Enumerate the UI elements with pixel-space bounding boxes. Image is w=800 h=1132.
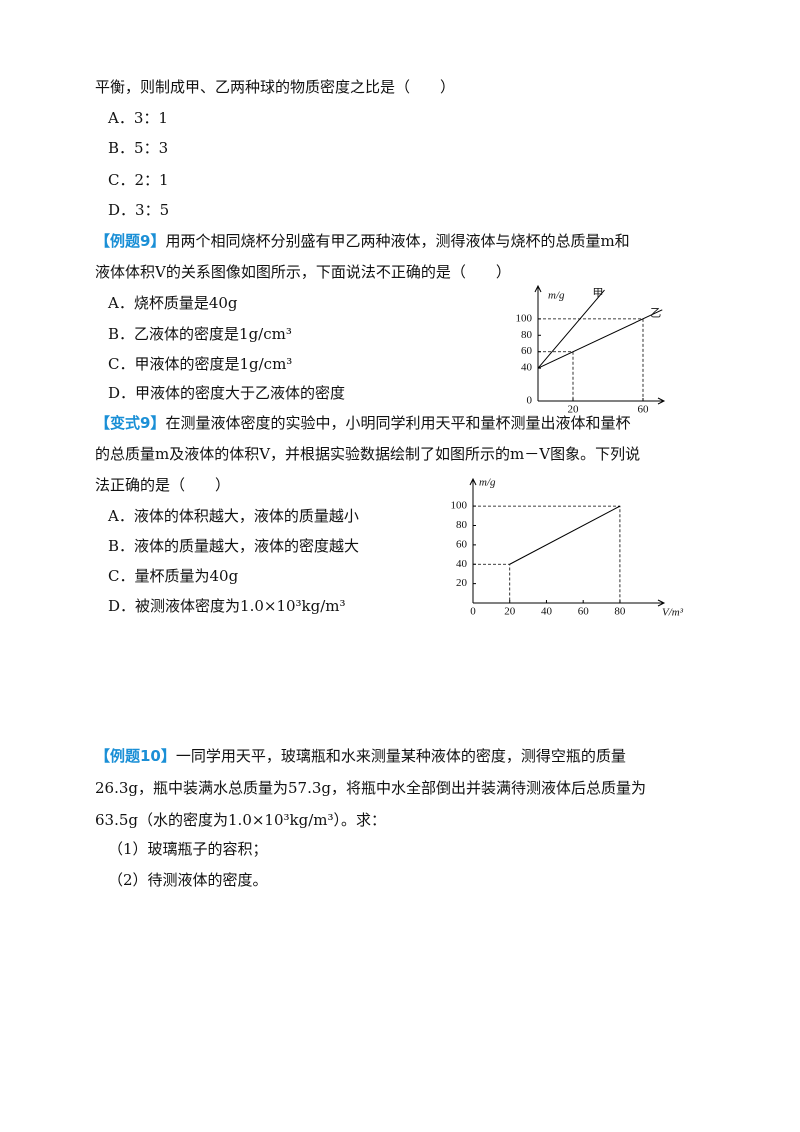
text-line: 26.3g，瓶中装满水总质量为57.3g，将瓶中水全部倒出并装满待测液体后总质量… — [95, 778, 646, 798]
guide-line — [538, 351, 574, 401]
text: D．甲液体的密度大于乙液体的密度 — [108, 384, 346, 402]
text-line: （1）玻璃瓶子的容积； — [108, 839, 268, 859]
text: B．5：3 — [108, 139, 169, 157]
text-line: C．2：1 — [108, 170, 169, 190]
guide-line — [538, 318, 644, 401]
text-line: B．液体的质量越大，液体的密度越大 — [108, 536, 359, 556]
series-line — [509, 505, 621, 565]
text: 63.5g（水的密度为1.0×10³kg/m³）。求： — [95, 811, 387, 829]
y-tick-label: 20 — [456, 577, 468, 589]
text: C．2：1 — [108, 171, 169, 189]
text: D．3：5 — [108, 201, 170, 219]
text-line: D．3：5 — [108, 200, 169, 220]
text-line: 【例题9】用两个相同烧杯分别盛有甲乙两种液体，测得液体与烧杯的总质量m和 — [95, 231, 630, 251]
y-tick-label: 80 — [456, 519, 468, 531]
series-line — [537, 309, 663, 369]
text-line: 法正确的是（ ） — [95, 475, 230, 495]
series-line — [537, 289, 605, 369]
x-tick-label: 20 — [568, 404, 580, 416]
x-tick-label: 80 — [614, 606, 626, 618]
x-tick-label: 20 — [504, 606, 516, 618]
axis-arrow — [657, 599, 666, 607]
text-line: 平衡，则制成甲、乙两种球的物质密度之比是（ ） — [95, 77, 455, 97]
text: A．烧杯质量是40g — [108, 294, 238, 312]
x-tick-label: 0 — [470, 606, 476, 618]
text-line: 63.5g（水的密度为1.0×10³kg/m³）。求： — [95, 810, 386, 830]
text: D．被测液体密度为1.0×10³kg/m³ — [108, 597, 346, 615]
text: 的总质量m及液体的体积V，并根据实验数据绘制了如图所示的m－V图象。下列说 — [95, 445, 641, 463]
y-axis-label: m/g — [479, 477, 496, 489]
axis-arrow — [469, 477, 477, 486]
y-tick-label: 80 — [521, 329, 533, 341]
x-tick-label: 40 — [541, 606, 553, 618]
example-tag: 【变式9】 — [95, 414, 166, 432]
text: 在测量液体密度的实验中，小明同学利用天平和量杯测量出液体和量杯 — [165, 414, 631, 432]
text-line: 【变式9】在测量液体密度的实验中，小明同学利用天平和量杯测量出液体和量杯 — [95, 413, 630, 433]
text-line: B．5：3 — [108, 138, 168, 158]
text-line: C．甲液体的密度是1g/cm³ — [108, 354, 292, 374]
y-tick-label: 100 — [516, 312, 533, 324]
text-line: C．量杯质量为40g — [108, 566, 238, 586]
text: A．3：1 — [108, 109, 168, 127]
text: 26.3g，瓶中装满水总质量为57.3g，将瓶中水全部倒出并装满待测液体后总质量… — [95, 779, 647, 797]
y-tick-label: 60 — [521, 345, 533, 357]
text-line: D．甲液体的密度大于乙液体的密度 — [108, 383, 345, 403]
text: A．液体的体积越大，液体的质量越小 — [108, 507, 359, 525]
text: （1）玻璃瓶子的容积； — [108, 840, 268, 858]
text-line: 的总质量m及液体的体积V，并根据实验数据绘制了如图所示的m－V图象。下列说 — [95, 444, 640, 464]
text: C．甲液体的密度是1g/cm³ — [108, 355, 293, 373]
x-axis-label: V/m³ — [662, 607, 684, 619]
text: 液体体积V的关系图像如图所示，下面说法不正确的是（ ） — [95, 263, 511, 281]
text-line: B．乙液体的密度是1g/cm³ — [108, 324, 292, 344]
y-tick-label: 0 — [527, 395, 533, 407]
text: 平衡，则制成甲、乙两种球的物质密度之比是（ ） — [95, 78, 456, 96]
example-tag: 【例题9】 — [95, 232, 166, 250]
y-axis-label: m/g — [548, 290, 565, 302]
text: 一同学用天平，玻璃瓶和水来测量某种液体的密度，测得空瓶的质量 — [175, 747, 626, 765]
text-line: （2）待测液体的密度。 — [108, 870, 268, 890]
text-line: A．烧杯质量是40g — [108, 293, 238, 313]
axis-arrow — [657, 397, 666, 405]
text: B．乙液体的密度是1g/cm³ — [108, 325, 292, 343]
text: C．量杯质量为40g — [108, 567, 239, 585]
series-label: 甲 — [593, 288, 604, 300]
guide-line — [473, 563, 511, 603]
y-tick-label: 60 — [456, 538, 468, 550]
guide-line — [473, 505, 621, 603]
text: （2）待测液体的密度。 — [108, 871, 268, 889]
text: 用两个相同烧杯分别盛有甲乙两种液体，测得液体与烧杯的总质量m和 — [165, 232, 630, 250]
text-line: A．3：1 — [108, 108, 168, 128]
y-tick-label: 40 — [521, 362, 533, 374]
axis-arrow — [534, 284, 542, 293]
series-label: 乙 — [650, 306, 661, 319]
text-line: A．液体的体积越大，液体的质量越小 — [108, 506, 359, 526]
example-tag: 【例题10】 — [95, 747, 176, 765]
text-line: 【例题10】一同学用天平，玻璃瓶和水来测量某种液体的密度，测得空瓶的质量 — [95, 746, 626, 766]
y-tick-label: 40 — [456, 558, 468, 570]
y-tick-label: 100 — [451, 500, 468, 512]
text-line: 液体体积V的关系图像如图所示，下面说法不正确的是（ ） — [95, 262, 511, 282]
text: B．液体的质量越大，液体的密度越大 — [108, 537, 360, 555]
x-tick-label: 60 — [638, 404, 650, 416]
text: 法正确的是（ ） — [95, 476, 231, 494]
text-line: D．被测液体密度为1.0×10³kg/m³ — [108, 596, 346, 616]
x-tick-label: 60 — [578, 606, 590, 618]
